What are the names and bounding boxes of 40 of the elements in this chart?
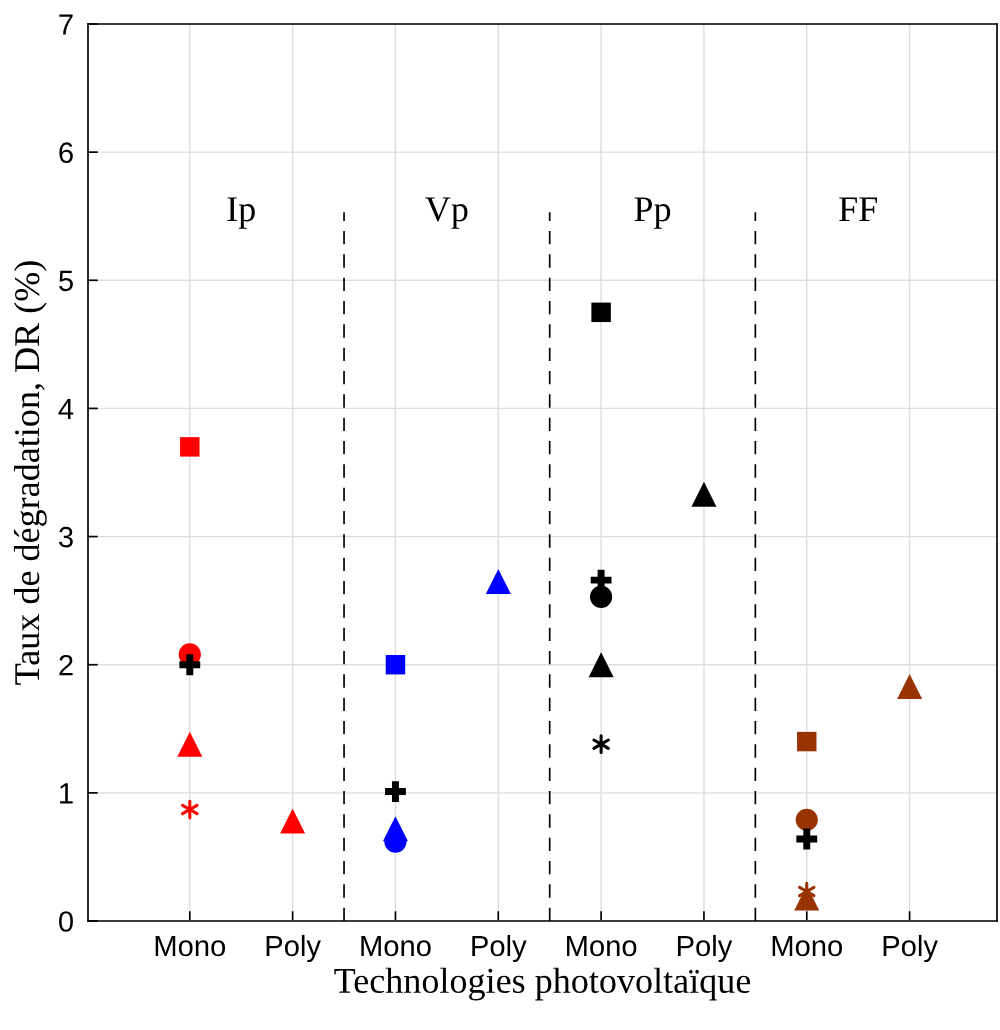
x-tick-label: Poly [472,934,527,963]
point [797,731,817,752]
point [485,568,511,594]
x-tick-label: Poly [883,934,938,963]
y-tick-label: 6 [59,142,73,163]
point [897,674,923,699]
annotation: Vp [425,197,468,229]
y-tick-label: 7 [59,14,73,35]
x-tick-label: Mono [155,935,226,957]
annotation: Pp [634,197,671,229]
y-tick-label: 5 [59,270,73,292]
point [177,731,203,757]
x-tick-label: Poly [677,934,733,963]
y-tick-label: 2 [59,654,73,676]
point [691,481,717,507]
point [180,437,200,457]
point [385,781,406,802]
point [588,652,614,678]
point [179,654,201,676]
point [385,654,406,675]
x-tick-label: Mono [567,935,637,957]
y-tick-label: 4 [58,398,74,419]
point [796,828,818,850]
x-tick-label: Mono [772,935,843,957]
point [280,808,306,834]
y-tick-label: 1 [60,783,73,804]
point [592,734,610,755]
point [382,816,408,842]
x-axis-title: Technologies photovoltaïque [334,967,751,1001]
point [795,808,818,831]
x-tick-label: Poly [266,934,321,963]
point [181,799,199,820]
y-tick-label: 0 [59,911,73,932]
y-axis-title: Taux de dégradation, DR (%) [13,261,47,685]
point [794,885,820,911]
x-tick-label: Mono [361,935,431,957]
annotation: FF [839,197,877,222]
annotation: Ip [227,197,255,229]
point [591,302,611,323]
y-tick-label: 3 [59,526,73,548]
